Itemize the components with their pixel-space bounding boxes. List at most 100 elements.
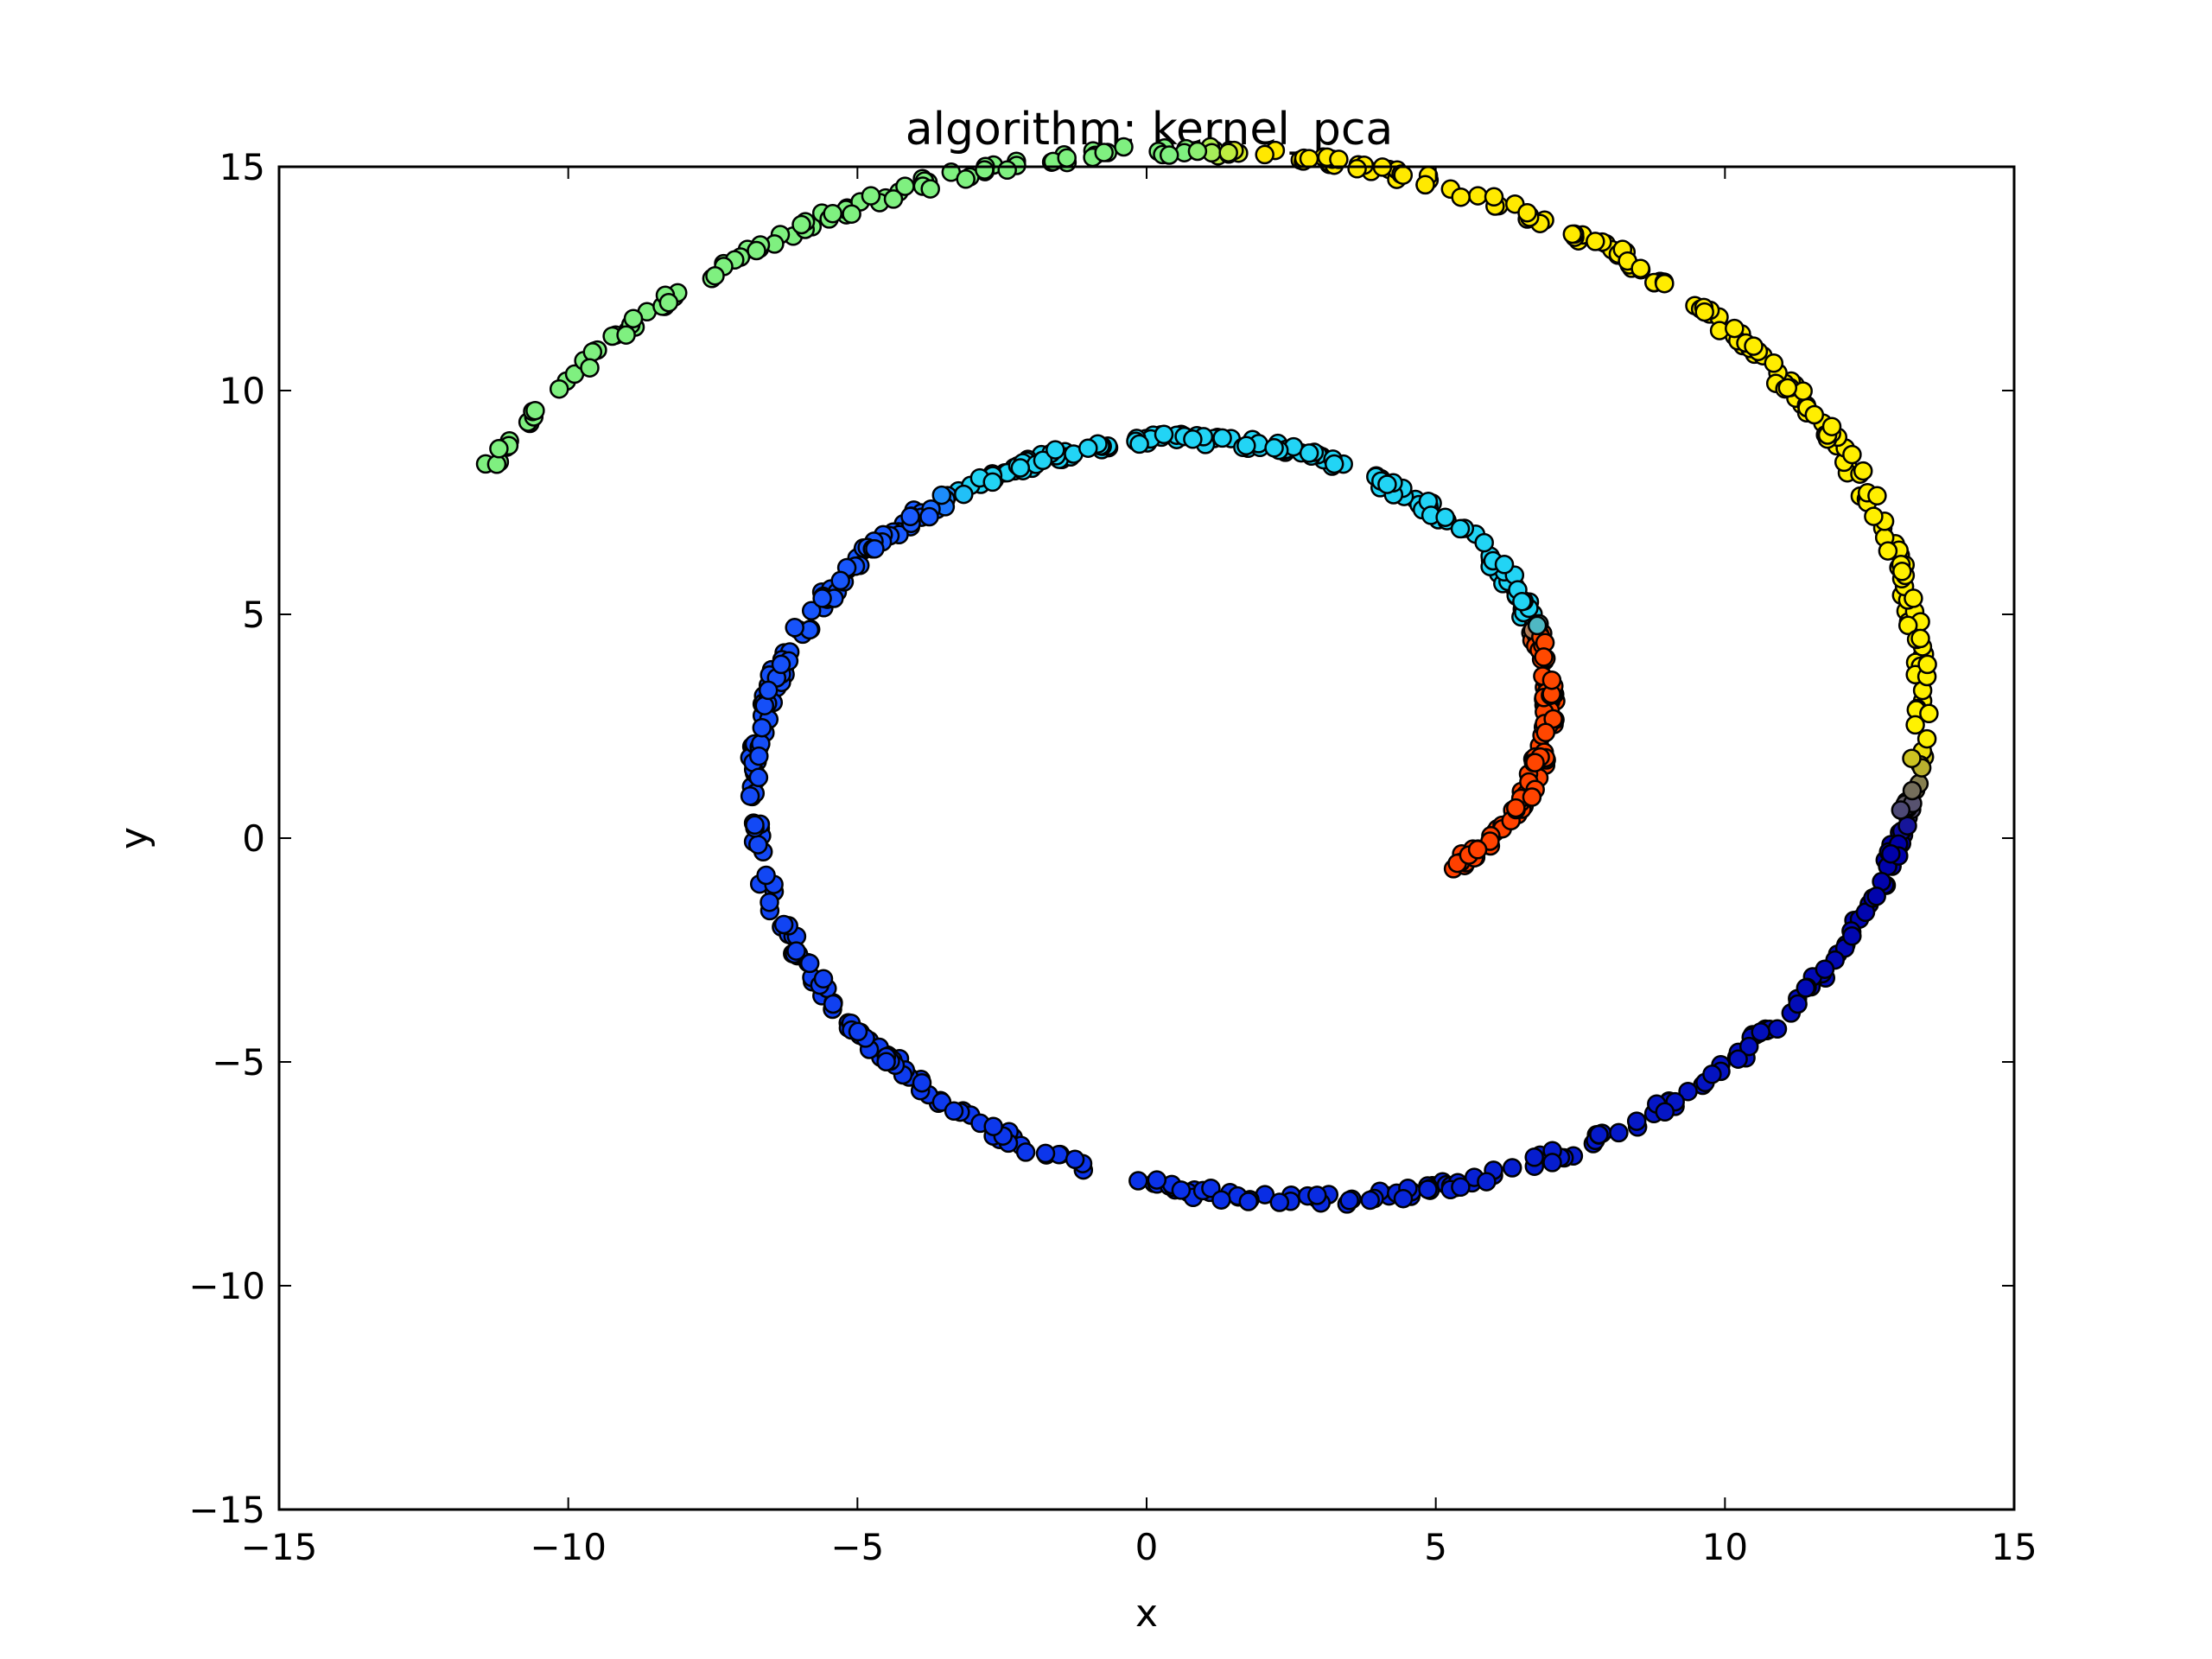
scatter-point: [1494, 555, 1515, 575]
scatter-point: [1589, 1124, 1609, 1145]
scatter-point: [1728, 1049, 1748, 1069]
scatter-point: [1329, 149, 1349, 169]
scatter-point: [1542, 1153, 1562, 1173]
x-tick-label: −15: [241, 1526, 318, 1568]
scatter-point: [758, 680, 779, 701]
scatter-point: [786, 941, 806, 961]
scatter-point: [1609, 1122, 1629, 1143]
scatter-point: [865, 538, 885, 559]
scatter-point: [1484, 187, 1504, 207]
scatter-point: [1218, 143, 1238, 162]
scatter-point: [813, 969, 834, 989]
scatter-point: [580, 358, 600, 378]
scatter-point: [1897, 615, 1918, 636]
scatter-point: [760, 892, 779, 912]
scatter-point: [1562, 224, 1583, 245]
scatter-point: [1905, 715, 1925, 735]
scatter-point: [1015, 1142, 1036, 1162]
scatter-point: [740, 786, 760, 806]
scatter-point: [1881, 843, 1901, 864]
scatter-point: [1517, 202, 1537, 223]
scatter-point: [1255, 144, 1274, 165]
scatter-point: [1853, 461, 1873, 481]
scatter-point: [1183, 429, 1203, 449]
scatter-point: [883, 189, 904, 209]
scatter-point: [791, 214, 811, 235]
scatter-point: [1522, 787, 1542, 807]
scatter-point: [1867, 486, 1887, 506]
scatter-point: [1347, 159, 1367, 179]
scatter-point: [799, 953, 820, 974]
scatter-point: [1821, 416, 1842, 436]
scatter-point: [748, 835, 768, 855]
scatter-point: [1804, 404, 1825, 425]
scatter-point: [1264, 438, 1284, 458]
scatter-point: [1864, 506, 1884, 526]
scatter-point: [773, 914, 794, 935]
scatter-point: [1236, 435, 1256, 456]
x-tick-label: 5: [1424, 1526, 1447, 1568]
scatter-point: [1377, 474, 1397, 494]
scatter-point: [1725, 318, 1745, 339]
scatter-point: [1788, 994, 1808, 1014]
scatter-point: [895, 176, 915, 196]
scatter-point: [749, 746, 769, 766]
scatter-point: [997, 160, 1017, 181]
x-tick-label: −10: [530, 1526, 607, 1568]
scatter-point: [931, 485, 952, 505]
scatter-point: [489, 439, 509, 459]
y-tick-label: 15: [219, 146, 265, 188]
scatter-point: [1767, 1019, 1788, 1039]
scatter-point: [861, 186, 881, 206]
scatter-point: [623, 308, 644, 328]
scatter-point: [1467, 840, 1488, 860]
scatter-point: [1738, 1036, 1759, 1057]
scatter-point: [1878, 541, 1898, 561]
x-tick-label: −5: [830, 1526, 884, 1568]
scatter-point: [1212, 428, 1232, 448]
x-tick-label: 0: [1135, 1526, 1159, 1568]
y-axis-label: y: [112, 827, 156, 849]
scatter-point: [1269, 1192, 1290, 1212]
scatter-point: [1094, 143, 1114, 162]
scatter-point: [1128, 1171, 1148, 1191]
y-tick-label: 10: [219, 370, 265, 412]
scatter-point: [900, 506, 920, 527]
scatter-point: [1902, 748, 1922, 768]
scatter-point: [920, 179, 940, 199]
scatter-point: [752, 717, 772, 738]
x-tick-label: 10: [1702, 1526, 1748, 1568]
scatter-point: [1655, 273, 1675, 294]
data-points: [475, 137, 1939, 1214]
scatter-point: [1525, 753, 1545, 772]
scatter-point: [1702, 1065, 1722, 1084]
scatter-point: [1415, 175, 1435, 195]
scatter-point: [1842, 444, 1862, 465]
scatter-point: [1129, 434, 1149, 454]
scatter-point: [975, 160, 995, 180]
scatter-point: [616, 325, 636, 345]
scatter-point: [1324, 454, 1344, 474]
scatter-point: [1586, 232, 1605, 251]
scatter-point: [954, 484, 974, 505]
scatter-point: [823, 203, 842, 224]
scatter-point: [1630, 258, 1650, 278]
scatter-point: [705, 265, 725, 286]
scatter-point: [748, 767, 769, 788]
scatter-point: [1502, 1158, 1522, 1178]
scatter-point: [1678, 1081, 1698, 1102]
scatter-point: [919, 506, 939, 527]
scatter-point: [1418, 1179, 1438, 1199]
scatter-point: [582, 342, 603, 362]
scatter-point: [876, 1052, 896, 1072]
scatter-point: [1078, 438, 1098, 458]
scatter-point: [1919, 703, 1939, 724]
scatter-point: [1299, 149, 1319, 168]
scatter-point: [944, 1101, 964, 1122]
scatter-point: [982, 472, 1002, 493]
scatter-point: [658, 292, 679, 313]
scatter-point: [525, 400, 545, 421]
scatter-point: [486, 454, 507, 474]
y-tick-label: 5: [242, 594, 265, 636]
